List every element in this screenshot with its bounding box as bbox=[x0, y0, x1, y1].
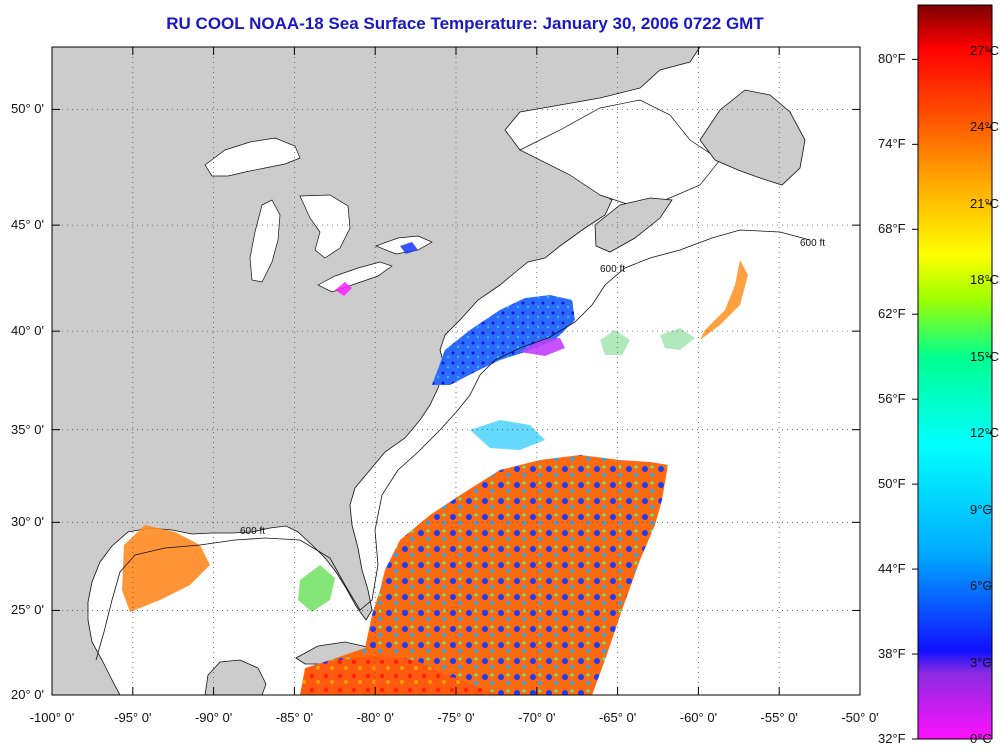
lon-label: -80° 0' bbox=[356, 710, 394, 725]
sst-lake-erie-magenta bbox=[335, 282, 352, 296]
graticule-grid bbox=[52, 47, 860, 695]
sst-cold-purple bbox=[520, 338, 565, 356]
isobath-label-gulf: 600 ft bbox=[240, 526, 265, 537]
colorbar-f-label: 50°F bbox=[878, 476, 906, 492]
lat-label: 35° 0' bbox=[11, 421, 44, 437]
colorbar-c-label: 12°C bbox=[970, 425, 1000, 441]
colorbar-f-label: 62°F bbox=[878, 306, 906, 322]
colorbar-c-label: 18°C bbox=[970, 272, 1000, 288]
lake-michigan bbox=[249, 199, 281, 283]
lat-label: 45° 0' bbox=[11, 217, 44, 233]
colorbar-f-label: 32°F bbox=[878, 731, 906, 746]
lat-label: 50° 0' bbox=[11, 101, 44, 117]
sst-swath-caribbean bbox=[300, 655, 500, 695]
lon-label: -50° 0' bbox=[841, 710, 879, 725]
lon-label: -90° 0' bbox=[194, 710, 233, 725]
temperature-colorbar bbox=[917, 4, 993, 740]
lat-label: 30° 0' bbox=[11, 514, 44, 530]
lake-superior bbox=[204, 137, 301, 177]
newfoundland-land bbox=[699, 89, 806, 186]
lon-label: -55° 0' bbox=[760, 710, 798, 725]
lon-label: -85° 0' bbox=[275, 710, 314, 725]
lon-label: -70° 0' bbox=[518, 710, 556, 725]
lon-label: -95° 0' bbox=[114, 710, 152, 725]
colorbar-c-label: 6°C bbox=[970, 578, 992, 594]
isobath-600ft bbox=[95, 229, 811, 661]
map-title: RU COOL NOAA-18 Sea Surface Temperature:… bbox=[166, 14, 764, 33]
sst-mid-atlantic-cold bbox=[432, 295, 575, 385]
isobath-label-atlantic: 600 ft bbox=[600, 264, 625, 275]
colorbar-f-label: 56°F bbox=[878, 391, 906, 407]
colorbar-ticks bbox=[912, 50, 992, 740]
colorbar-f-label: 80°F bbox=[878, 51, 906, 67]
yucatan-land bbox=[204, 659, 267, 695]
colorbar-c-label: 9°C bbox=[970, 501, 992, 517]
lon-label: -60° 0' bbox=[679, 710, 718, 725]
lon-label: -65° 0' bbox=[598, 710, 637, 725]
lake-huron bbox=[299, 194, 351, 259]
sst-mid-ocean-specks bbox=[600, 328, 695, 355]
sst-swath-southeast bbox=[300, 455, 668, 695]
colorbar-f-label: 74°F bbox=[878, 136, 906, 152]
sst-gulf-stream-north bbox=[470, 420, 545, 450]
colorbar-c-label: 21°C bbox=[970, 195, 1000, 211]
lat-label: 20° 0' bbox=[11, 687, 44, 702]
axis-ticks bbox=[51, 47, 861, 696]
sst-gulf-west bbox=[122, 525, 210, 612]
colorbar-c-label: 3°C bbox=[970, 654, 992, 670]
lat-label: 25° 0' bbox=[11, 602, 44, 618]
colorbar-f-label: 68°F bbox=[878, 221, 906, 237]
isobath-label-grand-banks: 600 ft bbox=[800, 238, 825, 249]
colorbar-f-label: 38°F bbox=[878, 646, 906, 662]
colorbar-c-label: 27°C bbox=[970, 42, 1000, 58]
lon-label: -100° 0' bbox=[29, 710, 75, 725]
nova-scotia-land bbox=[594, 197, 673, 253]
lon-label: -75° 0' bbox=[437, 710, 475, 725]
colorbar-c-label: 24°C bbox=[970, 119, 1000, 135]
lat-label: 40° 0' bbox=[11, 323, 44, 339]
sst-gulf-east-green bbox=[298, 565, 335, 612]
colorbar-c-label: 0°C bbox=[970, 731, 992, 746]
sst-scotian-shelf bbox=[700, 260, 748, 340]
sst-lake-ontario-blue bbox=[400, 242, 418, 254]
colorbar-f-label: 44°F bbox=[878, 561, 906, 577]
colorbar-c-label: 15°C bbox=[970, 348, 1000, 364]
